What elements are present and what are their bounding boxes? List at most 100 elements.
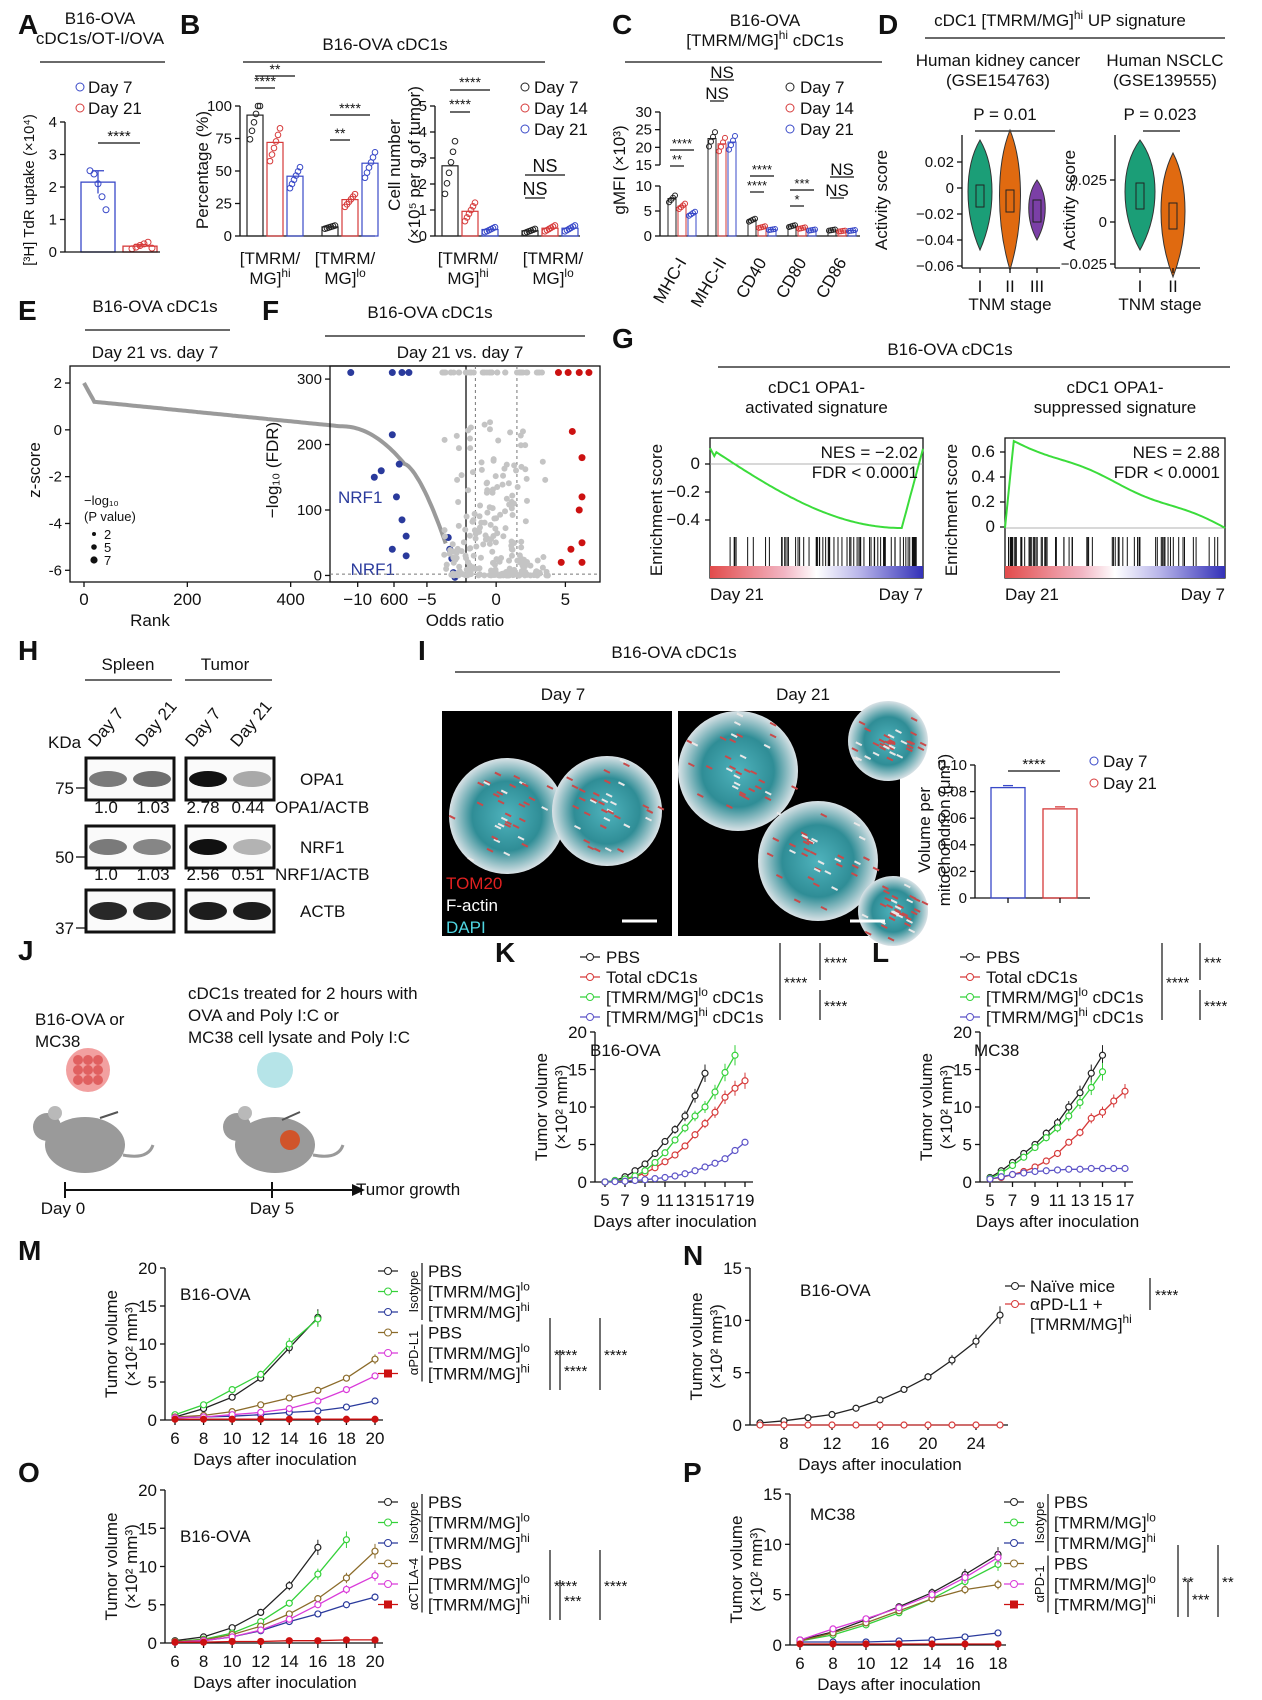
gene-point (506, 565, 513, 572)
legend-label: PBS (986, 948, 1020, 967)
legend-label: Day 7 (88, 78, 132, 97)
gene-point (484, 509, 491, 516)
x-tick-label: 200 (173, 590, 201, 609)
mitochondrion (897, 904, 904, 909)
plot-frame (329, 365, 601, 583)
mitochondrion (739, 791, 747, 796)
marker-label: 75 (55, 779, 74, 798)
timeline-label: Day 0 (41, 1199, 85, 1218)
x-tick-label: 8 (199, 1652, 208, 1671)
y-tick-label: 0.02 (925, 154, 954, 171)
ratio-label: OPA1/ACTB (275, 798, 369, 817)
mitochondrion (789, 849, 796, 854)
mitochondrion (513, 774, 521, 780)
significance: **** (604, 1347, 628, 1364)
data-point (1065, 1165, 1073, 1173)
bar (677, 205, 687, 237)
gene-point (481, 572, 488, 579)
mitochondrion (592, 791, 600, 797)
x-tick-label: 19 (736, 1191, 755, 1210)
panel-label-p: P (683, 1457, 702, 1488)
mitochondrion (803, 847, 811, 853)
mitochondrion (917, 746, 925, 751)
legend-marker (785, 124, 795, 134)
y-tick-label: 20 (138, 1481, 157, 1500)
rank-left-label: Day 21 (1005, 585, 1059, 604)
data-point (997, 1173, 1005, 1181)
legend-label: Day 14 (800, 99, 854, 118)
y-axis-label: gMFI (×10³) (610, 125, 629, 214)
gene-point (478, 459, 485, 466)
gene-point (463, 513, 470, 520)
data-point (661, 1158, 669, 1166)
mitochondrion (736, 712, 744, 718)
series-line (174, 1547, 319, 1642)
gene-point (447, 369, 454, 376)
legend-label: [TMRM/MG]lo (428, 1511, 530, 1533)
mitochondrion (884, 740, 892, 746)
mitochondrion (622, 762, 630, 768)
data-point (102, 206, 110, 214)
legend-marker (586, 973, 594, 981)
box (1135, 182, 1145, 210)
y-tick-label: 0 (946, 180, 954, 197)
y-tick-label: 10 (138, 1558, 157, 1577)
up-point (575, 506, 583, 514)
mouse-head (33, 1113, 61, 1141)
data-point (641, 1160, 649, 1168)
schematic-text: B16-OVA or MC38 (35, 1010, 125, 1051)
y-tick-label: 10 (953, 1098, 972, 1117)
gene-point (471, 510, 478, 517)
gene-point (494, 484, 501, 491)
legend-marker (966, 953, 974, 961)
data-point (228, 1637, 236, 1646)
data-point (671, 1172, 679, 1180)
mitochondrion (881, 885, 889, 891)
mitochondrion (764, 790, 772, 796)
mitochondrion (791, 785, 799, 791)
gene-point (488, 567, 495, 574)
mitochondrion (691, 741, 699, 747)
data-point (199, 1638, 208, 1646)
significance: **** (604, 1578, 628, 1595)
blot-frame (184, 824, 276, 870)
data-point (621, 1177, 629, 1185)
legend-marker (384, 1559, 392, 1568)
panel-g-title: B16-OVA cDC1s (887, 340, 1012, 359)
mitochondrion (494, 824, 502, 830)
significance: **** (784, 975, 808, 992)
data-point (741, 1077, 749, 1085)
data-point (314, 1610, 322, 1618)
data-point (1020, 1169, 1028, 1177)
x-tick-label: 16 (308, 1652, 327, 1671)
data-point (661, 1173, 669, 1182)
gene-point (470, 517, 477, 524)
gene-point (508, 542, 515, 549)
data-point (270, 144, 278, 152)
mitochondrion (852, 756, 860, 762)
y-tick-label: 0 (578, 1173, 587, 1192)
mitochondrion (724, 755, 732, 760)
mitochondrion (814, 866, 822, 872)
legend-label: [TMRM/MG]lo cDC1s (606, 985, 764, 1007)
bar (441, 165, 459, 237)
mitochondrion (891, 911, 899, 917)
data-point (681, 1112, 689, 1120)
mitochondrion (909, 894, 917, 900)
data-point (1020, 1153, 1028, 1161)
ratio-value: 0.44 (231, 798, 264, 817)
x-axis-label: TNM stage (968, 295, 1051, 314)
legend-marker (1010, 1539, 1018, 1547)
ratio-value: 1.0 (94, 865, 118, 884)
data-point (266, 157, 274, 165)
gene-point (441, 551, 448, 558)
band-label: NRF1 (300, 838, 344, 857)
gene-point (502, 525, 509, 532)
gene-point (507, 429, 514, 436)
marker-label: 50 (55, 848, 74, 867)
y-tick-label: 0 (644, 228, 652, 245)
category-label: CD80 (772, 255, 810, 302)
blot-band (233, 771, 271, 787)
data-point (465, 210, 473, 218)
x-tick-label: −10 (343, 590, 372, 609)
